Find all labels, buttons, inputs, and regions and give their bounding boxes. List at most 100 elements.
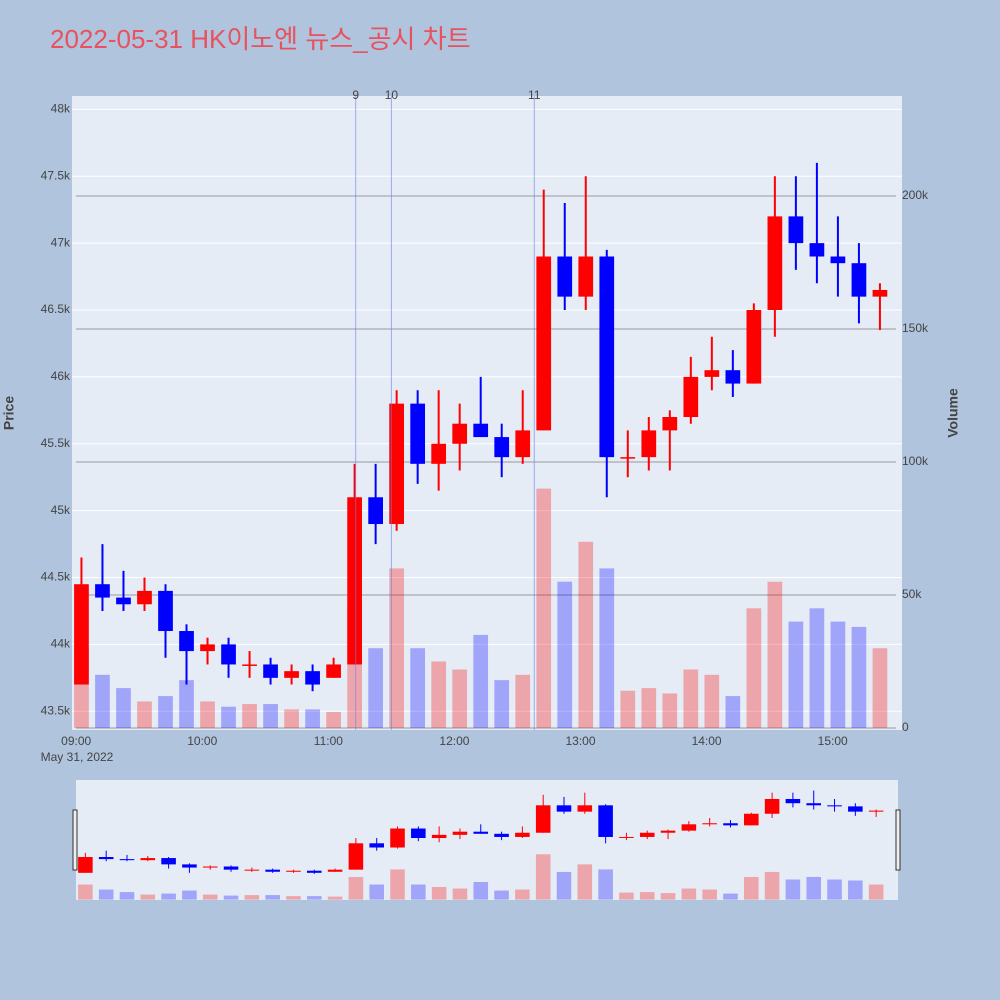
candle-body (494, 437, 510, 458)
slider-volume-bar (161, 893, 176, 900)
slider-candle-body (744, 813, 759, 826)
y-tick-label: 46.5k (41, 302, 71, 316)
volume-bar (578, 541, 594, 729)
y-tick-label: 48k (51, 102, 71, 116)
y-tick-label: 45k (51, 503, 71, 517)
slider-candle-body (827, 805, 842, 807)
x-tick-label: 15:00 (818, 734, 848, 748)
candle-body (788, 216, 804, 244)
slider-volume-bar (140, 894, 156, 900)
slider-volume-bar (702, 889, 717, 900)
candle-body (158, 590, 173, 632)
slider-candle-body (639, 832, 655, 837)
volume-bar (305, 709, 320, 729)
slider-candle-body (494, 833, 509, 837)
slider-candle-body (265, 869, 280, 872)
slider-candle-body (660, 830, 676, 833)
slider-volume-bar (660, 893, 676, 900)
slider-candle-body (702, 823, 717, 825)
y-tick-label: 45.5k (41, 436, 71, 450)
slider-volume-bar (827, 879, 842, 900)
volume-bar (704, 674, 720, 729)
chart-title: 2022-05-31 HK이노엔 뉴스_공시 차트 (50, 24, 471, 54)
candle-body (347, 497, 362, 665)
slider-candle-body (515, 832, 530, 837)
candle-body (830, 256, 846, 264)
candle-body (536, 256, 552, 431)
candle-body (284, 671, 299, 678)
slider-candle-body (431, 834, 447, 839)
volume-bar (809, 608, 825, 729)
y-tick-label: 47.5k (41, 168, 71, 182)
y-tick-label: 43.5k (41, 703, 71, 717)
slider-volume-bar (431, 887, 447, 900)
slider-volume-bar (806, 876, 822, 900)
candle-body (74, 584, 89, 685)
slider-volume-bar (556, 871, 572, 900)
candle-body (116, 597, 131, 605)
candle-body (620, 457, 636, 459)
volume-bar (473, 634, 489, 729)
y2-tick-label: 150k (902, 321, 929, 335)
candle-body (263, 664, 278, 678)
slider-volume-bar (182, 890, 197, 900)
x-tick-label: 11:00 (314, 734, 343, 748)
volume-bar (788, 621, 804, 729)
slider-candle-body (806, 803, 822, 806)
slider-volume-bar (848, 880, 863, 900)
slider-volume-bar (265, 895, 280, 900)
candle-body (578, 256, 594, 297)
volume-bar (242, 704, 257, 729)
slider-candle-body (78, 857, 93, 873)
annotation-label: 9 (352, 88, 359, 102)
volume-bar (557, 581, 573, 729)
slider-candle-body (764, 798, 780, 814)
y-tick-label: 47k (51, 235, 71, 249)
slider-volume-bar (744, 876, 759, 900)
slider-candle-body (244, 869, 260, 871)
candle-body (452, 423, 468, 444)
slider-volume-bar (411, 884, 426, 900)
volume-bar (137, 701, 152, 729)
slider-volume-bar (327, 896, 343, 900)
slider-volume-bar (494, 890, 509, 900)
volume-bar (536, 488, 552, 729)
slider-candle-body (598, 805, 613, 837)
volume-bar (326, 712, 341, 729)
slider-volume-bar (619, 892, 634, 900)
slider-candle-body (161, 858, 176, 865)
slider-candle-body (723, 823, 738, 826)
slider-handle[interactable] (895, 809, 901, 871)
slider-candle-body (681, 824, 697, 831)
slider-candle-body (286, 870, 301, 872)
candle-body (305, 671, 320, 685)
slider-handle[interactable] (72, 809, 78, 871)
volume-bar (158, 696, 173, 729)
slider-volume-bar (223, 895, 239, 900)
slider-volume-bar (764, 871, 780, 900)
candle-body (95, 584, 110, 598)
y2-tick-label: 50k (902, 587, 922, 601)
volume-bar (641, 688, 657, 729)
volume-bar (431, 661, 447, 729)
candle-body (725, 370, 741, 384)
slider-candle-body (182, 864, 197, 868)
candle-body (557, 256, 573, 297)
volume-bar (683, 669, 699, 729)
candle-body (515, 430, 531, 458)
slider-candle-body (223, 866, 239, 870)
slider-candle-body (390, 828, 405, 848)
x-tick-label: 09:00 (61, 734, 91, 748)
candle-body (662, 417, 678, 431)
volume-bar (95, 674, 110, 729)
slider-volume-bar (98, 889, 114, 900)
y-tick-label: 44.5k (41, 570, 71, 584)
candle-body (137, 590, 152, 605)
slider-volume-bar (868, 884, 884, 900)
slider-volume-bar (306, 896, 322, 900)
range-slider[interactable] (76, 780, 898, 900)
volume-bar (620, 690, 636, 729)
volume-bar (452, 669, 468, 729)
volume-bar (284, 709, 299, 729)
